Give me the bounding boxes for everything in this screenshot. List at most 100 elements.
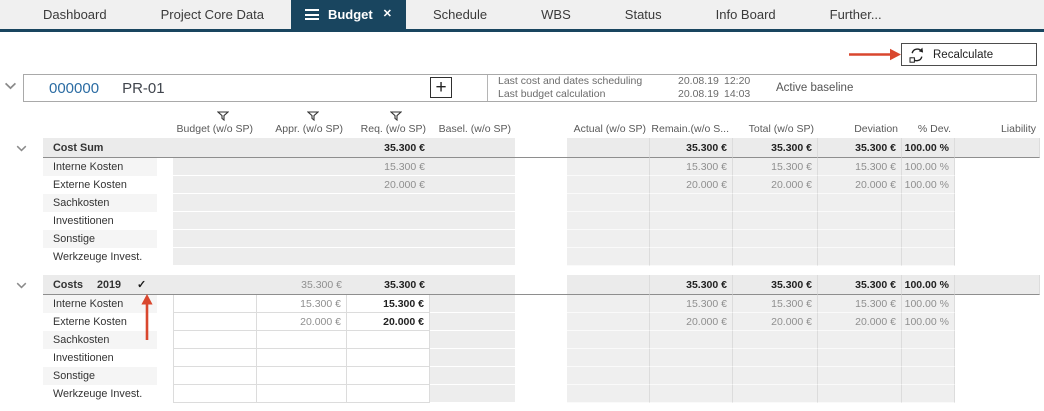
cell-value: 35.300 € — [686, 141, 727, 154]
cell-actual — [567, 176, 650, 194]
cell-total — [733, 367, 818, 385]
filter-icon[interactable] — [306, 111, 320, 122]
section-expander-chevron-down-icon[interactable] — [0, 275, 43, 295]
cell-req[interactable]: 20.000 € — [347, 313, 430, 331]
row-indent-cell — [0, 331, 43, 349]
row-label-cell: Investitionen — [43, 349, 157, 367]
cell-actual — [567, 349, 650, 367]
cell-actual — [567, 248, 650, 266]
column-header-total[interactable]: Total (w/o SP) — [748, 123, 814, 135]
cell-req[interactable]: 15.300 € — [347, 295, 430, 313]
row-label-cell: Werkzeuge Invest. — [43, 248, 157, 266]
cell-budget[interactable] — [173, 385, 257, 403]
cell-appr[interactable] — [257, 349, 347, 367]
column-header-actual[interactable]: Actual (w/o SP) — [573, 123, 646, 135]
table-gap-cell — [515, 248, 567, 266]
table-body: Cost Sum 35.300 € 35.300 € 35.300 € 35.300 €… — [0, 138, 1040, 403]
section-cell-pdev: 100.00 % — [902, 138, 955, 158]
row-indent-cell — [0, 367, 43, 385]
project-expander-chevron-down-icon[interactable] — [4, 82, 17, 90]
cell-pdev — [902, 230, 955, 248]
column-header-deviation[interactable]: Deviation — [854, 123, 898, 135]
tab-schedule[interactable]: Schedule — [406, 0, 514, 29]
cell-budget — [173, 176, 257, 194]
tab-dashboard[interactable]: Dashboard — [16, 0, 134, 29]
add-button[interactable]: + — [430, 77, 452, 98]
recalculate-button[interactable]: Recalculate — [901, 43, 1037, 66]
section-cell-budget — [173, 138, 257, 158]
cell-budget[interactable] — [173, 331, 257, 349]
cell-deviation — [818, 367, 902, 385]
column-header-req[interactable]: Req. (w/o SP) — [347, 105, 430, 138]
cell-appr[interactable] — [257, 385, 347, 403]
cell-pdev: 100.00 % — [902, 176, 955, 194]
cell-req[interactable] — [347, 385, 430, 403]
cell-basel — [430, 176, 515, 194]
row-label: Sonstige — [53, 233, 96, 245]
cell-liability — [955, 313, 1040, 331]
cell-budget[interactable] — [173, 313, 257, 331]
cell-value: 15.300 € — [855, 160, 896, 173]
section-cell-liability — [955, 275, 1040, 295]
cell-appr[interactable]: 15.300 € — [257, 295, 347, 313]
cell-appr[interactable]: 20.000 € — [257, 313, 347, 331]
tab-further[interactable]: Further... — [803, 0, 909, 29]
column-header-basel[interactable]: Basel. (w/o SP) — [438, 123, 511, 135]
cell-pdev — [902, 331, 955, 349]
column-header-remain[interactable]: Remain.(w/o S... — [651, 123, 729, 135]
tab-info-board[interactable]: Info Board — [689, 0, 803, 29]
cell-actual — [567, 295, 650, 313]
table-row: Interne Kosten 15.300 € 15.300 € 15.300 € 15… — [0, 295, 1040, 313]
info-label: Last cost and dates scheduling — [498, 75, 643, 87]
section-cell-deviation: 35.300 € — [818, 138, 902, 158]
section-cell-appr — [257, 138, 347, 158]
column-header-liability[interactable]: Liability — [1000, 123, 1036, 135]
cell-value: 100.00 % — [904, 141, 949, 154]
project-id[interactable]: 000000 — [49, 79, 100, 97]
close-tab-icon[interactable]: ✕ — [382, 8, 392, 20]
cell-value: 20.000 € — [855, 315, 896, 328]
tab-budget[interactable]: Budget ✕ — [290, 0, 406, 29]
cell-basel — [430, 248, 515, 266]
tab-status[interactable]: Status — [598, 0, 689, 29]
column-header-pdev[interactable]: % Dev. — [917, 123, 951, 135]
cell-req[interactable] — [347, 367, 430, 385]
filter-icon[interactable] — [216, 111, 230, 122]
column-header-appr[interactable]: Appr. (w/o SP) — [257, 105, 347, 138]
table-header-row: Budget (w/o SP) Appr. (w/o SP) Req. (w/o… — [0, 105, 1040, 138]
cell-liability — [955, 248, 1040, 266]
cell-appr[interactable] — [257, 367, 347, 385]
cell-req — [347, 194, 430, 212]
cell-budget[interactable] — [173, 349, 257, 367]
table-gap-cell — [515, 194, 567, 212]
row-label: Investitionen — [53, 352, 114, 364]
cell-budget[interactable] — [173, 295, 257, 313]
annotation-arrow-to-checkmark-icon — [141, 294, 153, 340]
cell-total — [733, 349, 818, 367]
cell-budget[interactable] — [173, 367, 257, 385]
table-row: Sachkosten — [0, 331, 1040, 349]
cell-value: 15.300 € — [300, 297, 341, 310]
cell-appr — [257, 212, 347, 230]
cell-value: 20.000 € — [686, 178, 727, 191]
section-cell-deviation: 35.300 € — [818, 275, 902, 295]
cell-req[interactable] — [347, 349, 430, 367]
column-header-budget[interactable]: Budget (w/o SP) — [173, 105, 257, 138]
column-header-spacer — [157, 105, 173, 138]
cell-req[interactable] — [347, 331, 430, 349]
column-header-spacer — [0, 105, 43, 138]
section-title: Costs — [53, 278, 83, 291]
tab-project-core-data[interactable]: Project Core Data — [134, 0, 291, 29]
table-gap-cell — [515, 138, 567, 158]
active-checkmark-icon[interactable]: ✓ — [137, 279, 147, 291]
cell-deviation: 20.000 € — [818, 313, 902, 331]
cell-appr[interactable] — [257, 331, 347, 349]
cell-value: 20.000 € — [300, 315, 341, 328]
tab-wbs[interactable]: WBS — [514, 0, 598, 29]
info-time: 14:03 — [724, 88, 751, 100]
cell-value: 35.300 € — [384, 141, 425, 154]
section-expander-chevron-down-icon[interactable] — [0, 138, 43, 158]
menu-icon[interactable] — [304, 9, 319, 20]
cell-basel — [430, 194, 515, 212]
filter-icon[interactable] — [389, 111, 403, 122]
